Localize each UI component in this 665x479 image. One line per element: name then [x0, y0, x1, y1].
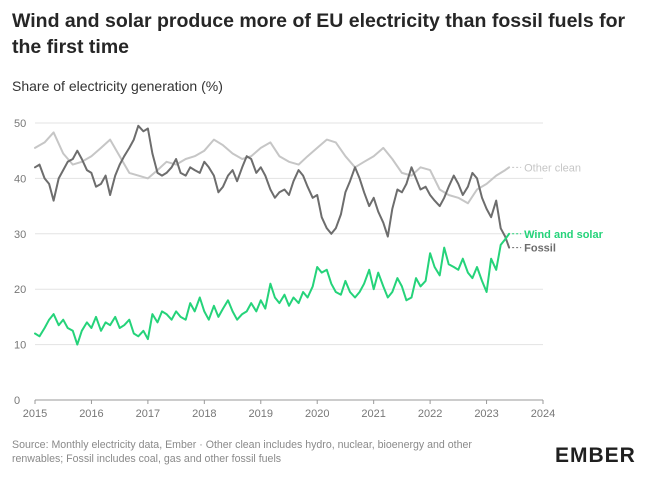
- ember-logo-text: EMBER: [555, 444, 636, 467]
- fossil-line: [34, 124, 511, 249]
- x-tick-label: 2016: [79, 408, 103, 420]
- chart-subtitle: Share of electricity generation (%): [12, 78, 223, 94]
- grid-lines: [35, 122, 543, 346]
- ember-logo: EMBER: [555, 444, 636, 468]
- chart-title: Wind and solar produce more of EU electr…: [12, 10, 626, 58]
- x-tick-label: 2022: [418, 408, 442, 420]
- x-tick-label: 2023: [474, 408, 498, 420]
- source-note: Source: Monthly electricity data, Ember …: [12, 439, 472, 465]
- y-tick-label: 40: [14, 173, 26, 185]
- wind-and-solar-line: [34, 232, 511, 346]
- y-tick-label: 10: [14, 340, 26, 352]
- fossil-label: Fossil: [524, 243, 556, 255]
- other-clean-line: [34, 131, 511, 205]
- x-tick-label: 2018: [192, 408, 216, 420]
- y-tick-label: 50: [14, 118, 26, 130]
- x-tick-label: 2024: [531, 408, 555, 420]
- x-tick-label: 2015: [23, 408, 47, 420]
- other-clean-label: Other clean: [524, 162, 581, 174]
- y-tick-label: 0: [14, 395, 20, 407]
- y-tick-label: 30: [14, 229, 26, 241]
- axes: 0 10 20 30 40 50 2015 2016 2017 2018 2019 2020 2021 2…: [14, 118, 555, 420]
- x-tick-label: 2021: [361, 408, 385, 420]
- x-tick-label: 2017: [136, 408, 160, 420]
- series-lines: [34, 124, 511, 346]
- wind-and-solar-label: Wind and solar: [524, 229, 603, 241]
- y-tick-label: 20: [14, 284, 26, 296]
- series-labels: Other clean Wind and solar Fossil: [512, 162, 604, 255]
- x-tick-label: 2019: [249, 408, 273, 420]
- x-tick-label: 2020: [305, 408, 329, 420]
